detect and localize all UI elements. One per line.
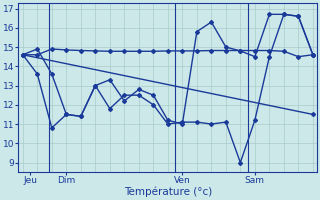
X-axis label: Température (°c): Température (°c) xyxy=(124,187,212,197)
